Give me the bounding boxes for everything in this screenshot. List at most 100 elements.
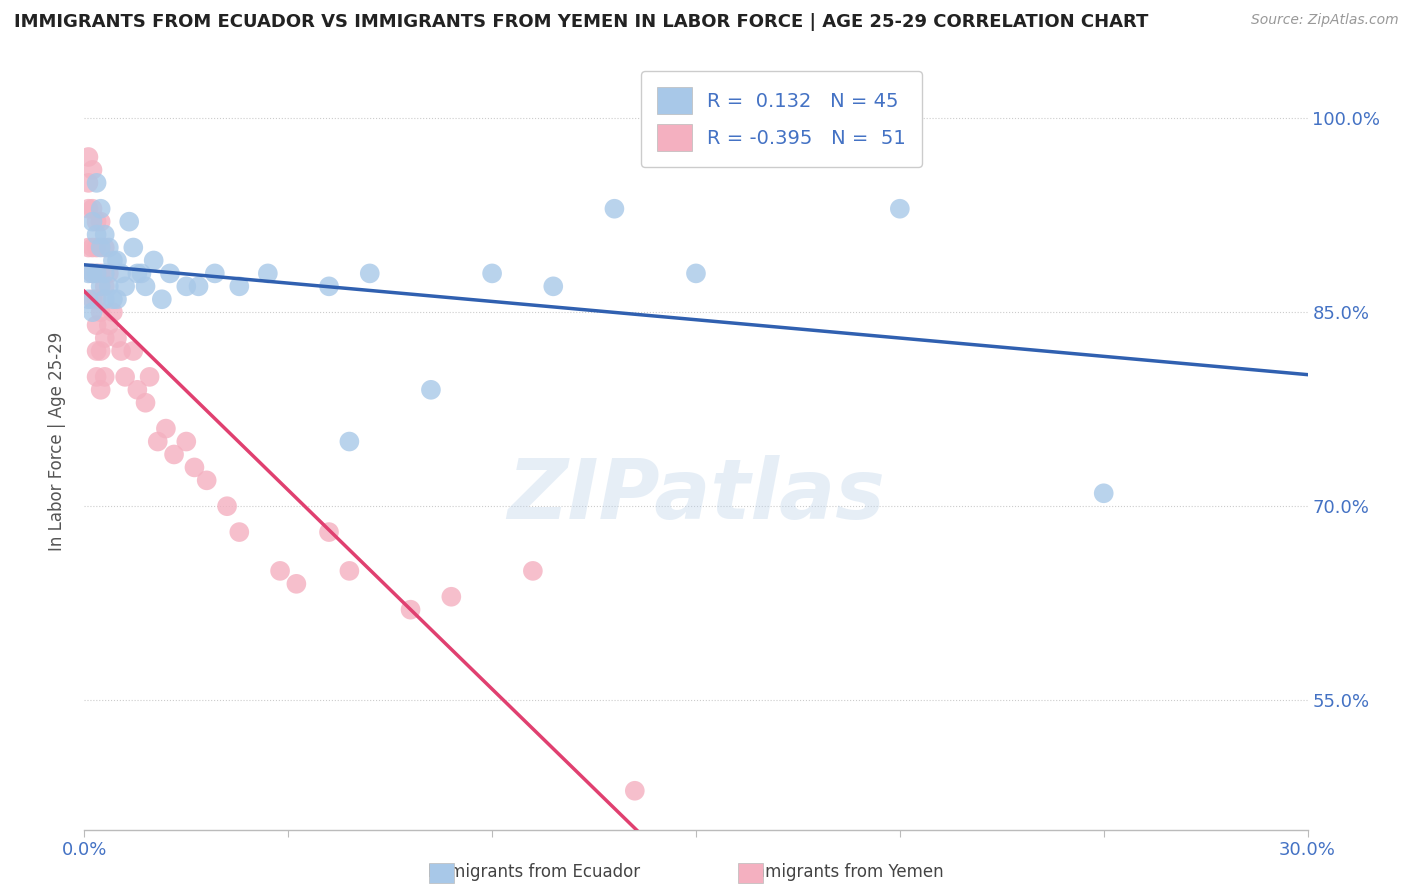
Point [603,202,626,216]
Point [82,215,104,229]
Point [86,176,108,190]
Point [481,266,503,280]
Point [135,279,157,293]
Point [97,279,120,293]
Point [114,369,136,384]
Point [97,266,120,280]
Point [86,344,108,359]
Point [1092,486,1115,500]
Point [101,293,124,307]
Text: IMMIGRANTS FROM ECUADOR VS IMMIGRANTS FROM YEMEN IN LABOR FORCE | AGE 25-29 CORR: IMMIGRANTS FROM ECUADOR VS IMMIGRANTS FR… [14,13,1149,31]
Point [97,318,120,333]
Point [97,241,120,255]
Point [138,369,160,384]
Point [90,266,112,280]
Text: Immigrants from Yemen: Immigrants from Yemen [744,863,943,881]
Point [90,305,112,319]
Legend: R =  0.132   N = 45, R = -0.395   N =  51: R = 0.132 N = 45, R = -0.395 N = 51 [641,71,922,167]
Point [82,163,104,178]
Point [86,227,108,242]
Point [82,266,104,280]
Point [77,293,100,307]
Point [86,266,108,280]
Point [217,500,239,514]
Point [269,564,291,578]
Point [90,215,112,229]
Point [110,344,132,359]
Point [163,448,186,462]
Point [82,305,104,319]
Point [522,564,544,578]
Point [86,369,108,384]
Point [86,293,108,307]
Point [146,434,169,449]
Point [543,279,565,293]
Point [187,279,209,293]
Point [86,241,108,255]
Point [93,369,115,384]
Point [195,474,218,488]
Point [204,266,226,280]
Point [86,215,108,229]
Point [127,266,149,280]
Point [82,202,104,216]
Point [93,227,115,242]
Point [142,253,165,268]
Point [174,279,197,293]
Point [399,603,422,617]
Point [77,241,100,255]
Point [93,266,115,280]
Point [93,241,115,255]
Point [93,279,115,293]
Point [624,784,647,798]
Point [77,202,100,216]
Point [93,331,115,345]
Point [174,434,197,449]
Text: ZIPatlas: ZIPatlas [508,455,884,536]
Point [420,383,443,397]
Point [318,279,340,293]
Point [82,293,104,307]
Point [90,383,112,397]
Point [285,576,308,591]
Point [90,344,112,359]
Point [86,266,108,280]
Point [228,279,250,293]
Point [114,279,136,293]
Point [90,241,112,255]
Point [122,241,145,255]
Point [82,241,104,255]
Y-axis label: In Labor Force | Age 25-29: In Labor Force | Age 25-29 [48,332,66,551]
Point [77,150,100,164]
Point [183,460,205,475]
Point [122,344,145,359]
Point [110,266,132,280]
Point [93,293,115,307]
Point [159,266,181,280]
Point [82,266,104,280]
Point [118,215,141,229]
Point [150,293,173,307]
Point [339,564,361,578]
Point [228,524,250,539]
Point [257,266,280,280]
Point [339,434,361,449]
Point [685,266,707,280]
Point [131,266,153,280]
Point [90,279,112,293]
Text: Immigrants from Ecuador: Immigrants from Ecuador [429,863,640,881]
Point [889,202,911,216]
Text: Source: ZipAtlas.com: Source: ZipAtlas.com [1251,13,1399,28]
Point [105,293,128,307]
Point [318,524,340,539]
Point [77,266,100,280]
Point [135,396,157,410]
Point [90,202,112,216]
Point [77,176,100,190]
Point [105,253,128,268]
Point [101,253,124,268]
Point [440,590,463,604]
Point [359,266,381,280]
Point [155,422,177,436]
Point [127,383,149,397]
